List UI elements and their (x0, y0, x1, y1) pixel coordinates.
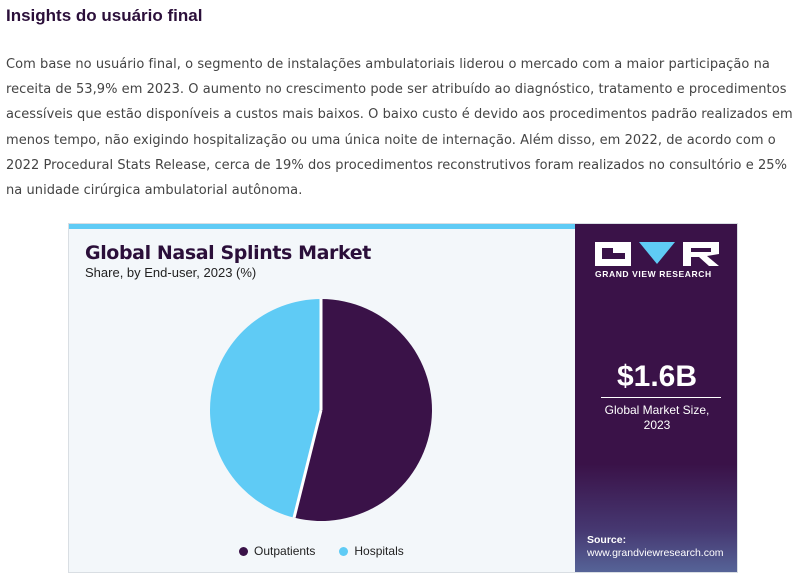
chart-title: Global Nasal Splints Market (85, 242, 371, 264)
chart-card: Global Nasal Splints Market Share, by En… (68, 223, 738, 573)
side-panel-gradient (575, 464, 737, 572)
legend-item-outpatients: Outpatients (239, 544, 315, 558)
source-url: www.grandviewresearch.com (587, 547, 724, 559)
legend-label-outpatients: Outpatients (254, 544, 316, 558)
source-note: Source: www.grandviewresearch.com (587, 534, 724, 560)
market-size-label-line2: 2023 (643, 418, 671, 432)
pie-chart (209, 299, 433, 521)
chart-subtitle: Share, by End-user, 2023 (%) (85, 265, 257, 280)
section-paragraph: Com base no usuário final, o segmento de… (6, 57, 793, 199)
pie-slice-outpatients (294, 299, 433, 521)
brand-name: GRAND VIEW RESEARCH (595, 269, 712, 279)
chart-legend: Outpatients Hospitals (239, 544, 404, 558)
market-size-label-line1: Global Market Size, (604, 403, 710, 417)
legend-swatch-outpatients (239, 546, 248, 556)
pie-slice-hospitals (209, 299, 321, 518)
market-size-label: Global Market Size, 2023 (575, 403, 737, 433)
brand-side-panel: GRAND VIEW RESEARCH $1.6B Global Market … (575, 224, 737, 572)
market-size-value: $1.6B (616, 360, 698, 393)
source-label: Source: (587, 534, 627, 546)
grand-view-research-logo (595, 242, 719, 266)
section-title: Insights do usuário final (6, 6, 203, 25)
value-divider (601, 397, 721, 398)
pie-slice-separator (292, 409, 323, 519)
card-accent-bar (69, 224, 575, 229)
legend-item-hospitals: Hospitals (339, 544, 404, 558)
legend-swatch-hospitals (339, 546, 349, 556)
legend-label-hospitals: Hospitals (354, 544, 404, 558)
